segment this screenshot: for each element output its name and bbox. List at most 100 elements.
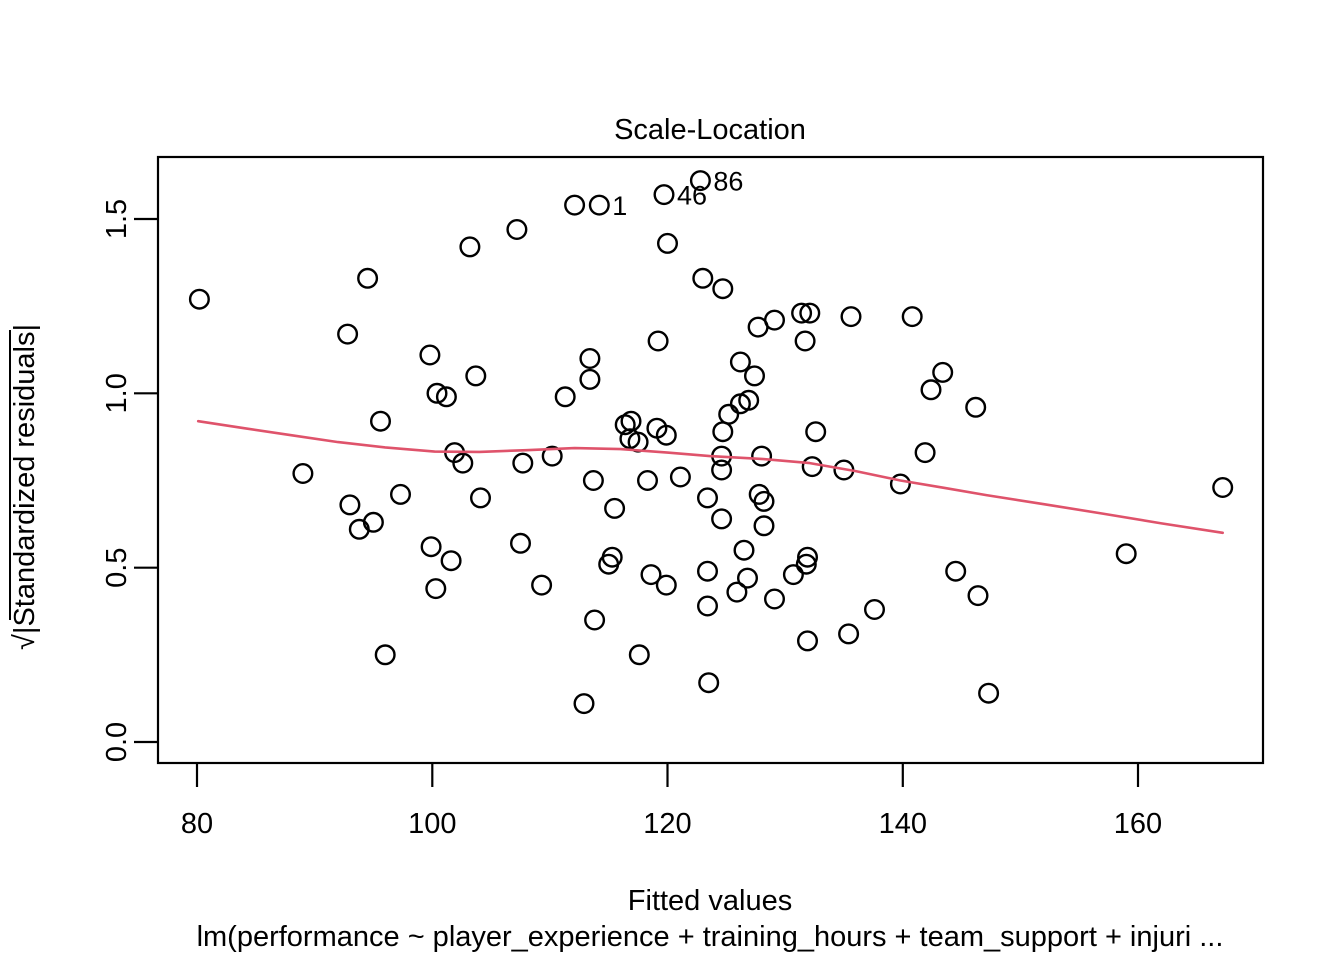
data-point bbox=[797, 546, 819, 568]
data-point bbox=[692, 267, 714, 289]
data-point bbox=[657, 232, 679, 254]
data-point bbox=[188, 288, 210, 310]
data-point bbox=[512, 452, 534, 474]
data-point bbox=[840, 306, 862, 328]
lowess-smooth-path bbox=[196, 419, 1224, 535]
data-point bbox=[712, 421, 734, 443]
data-point bbox=[637, 470, 659, 492]
data-point bbox=[582, 470, 604, 492]
y-axis-label: √|Standardized residuals| bbox=[9, 324, 41, 650]
data-point bbox=[967, 585, 989, 607]
data-point bbox=[620, 410, 642, 432]
data-point bbox=[794, 330, 816, 352]
data-point bbox=[564, 194, 586, 216]
x-tick-label: 100 bbox=[408, 808, 456, 840]
data-point bbox=[718, 403, 740, 425]
data-point bbox=[726, 581, 748, 603]
point-label: 46 bbox=[677, 181, 707, 211]
data-point bbox=[510, 532, 532, 554]
data-point bbox=[889, 473, 911, 495]
x-tick-label: 120 bbox=[643, 808, 691, 840]
y-tick-label: 1.5 bbox=[101, 199, 133, 239]
data-point bbox=[712, 278, 734, 300]
x-axis-label: Fitted values bbox=[628, 885, 792, 917]
data-point bbox=[782, 564, 804, 586]
data-point bbox=[753, 490, 775, 512]
data-point bbox=[362, 511, 384, 533]
data-point bbox=[531, 574, 553, 596]
labeled-data-point bbox=[588, 194, 610, 216]
point-label: 86 bbox=[713, 167, 743, 197]
data-point bbox=[554, 386, 576, 408]
data-point bbox=[1212, 477, 1234, 499]
data-point bbox=[604, 497, 626, 519]
data-point bbox=[459, 236, 481, 258]
data-point bbox=[655, 424, 677, 446]
data-point bbox=[1115, 543, 1137, 565]
data-point bbox=[737, 567, 759, 589]
data-point bbox=[506, 218, 528, 240]
data-point bbox=[805, 421, 827, 443]
x-axis: 80 100 120 140 160 bbox=[181, 763, 1162, 840]
data-point bbox=[465, 365, 487, 387]
data-point bbox=[579, 368, 601, 390]
model-call-caption: lm(performance ~ player_experience + tra… bbox=[197, 921, 1224, 953]
data-point bbox=[744, 365, 766, 387]
data-point bbox=[751, 445, 773, 467]
labeled-data-point bbox=[653, 184, 675, 206]
data-point bbox=[914, 442, 936, 464]
data-point bbox=[838, 623, 860, 645]
plot-title: Scale-Location bbox=[614, 114, 806, 146]
plot-border bbox=[156, 155, 1265, 765]
x-tick-label: 140 bbox=[879, 808, 927, 840]
data-point bbox=[698, 672, 720, 694]
data-point bbox=[932, 361, 954, 383]
data-point bbox=[797, 630, 819, 652]
y-axis: 0.0 0.5 1.0 1.5 bbox=[101, 199, 158, 762]
data-point bbox=[920, 379, 942, 401]
data-point bbox=[292, 463, 314, 485]
data-point bbox=[965, 396, 987, 418]
data-point bbox=[440, 550, 462, 572]
point-label: 1 bbox=[612, 191, 627, 221]
data-point bbox=[584, 609, 606, 631]
data-point bbox=[470, 487, 492, 509]
data-point bbox=[390, 483, 412, 505]
data-point bbox=[337, 323, 359, 345]
x-tick-label: 80 bbox=[181, 808, 213, 840]
data-point bbox=[669, 466, 691, 488]
data-point bbox=[799, 302, 821, 324]
smooth-line bbox=[196, 419, 1224, 535]
y-axis-label-group: √|Standardized residuals| bbox=[9, 324, 41, 650]
data-point bbox=[738, 389, 760, 411]
data-point bbox=[864, 599, 886, 621]
data-point bbox=[647, 330, 669, 352]
y-tick-label: 1.0 bbox=[101, 373, 133, 413]
data-point bbox=[733, 539, 755, 561]
data-point bbox=[419, 344, 441, 366]
data-point bbox=[901, 306, 923, 328]
data-point bbox=[753, 515, 775, 537]
data-point bbox=[711, 508, 733, 530]
labeled-data-point bbox=[689, 170, 711, 192]
data-point bbox=[425, 578, 447, 600]
data-point bbox=[370, 410, 392, 432]
data-point bbox=[711, 459, 733, 481]
data-point bbox=[764, 588, 786, 610]
data-point bbox=[697, 560, 719, 582]
data-point bbox=[579, 348, 601, 370]
data-point bbox=[374, 644, 396, 666]
data-point bbox=[628, 644, 650, 666]
data-point bbox=[573, 693, 595, 715]
data-point bbox=[339, 494, 361, 516]
data-point bbox=[435, 386, 457, 408]
data-point bbox=[791, 302, 813, 324]
data-point bbox=[978, 682, 1000, 704]
data-point bbox=[697, 595, 719, 617]
y-tick-label: 0.5 bbox=[101, 548, 133, 588]
data-point bbox=[420, 536, 442, 558]
x-tick-label: 160 bbox=[1114, 808, 1162, 840]
point-labels: 1 46 86 bbox=[612, 167, 743, 222]
